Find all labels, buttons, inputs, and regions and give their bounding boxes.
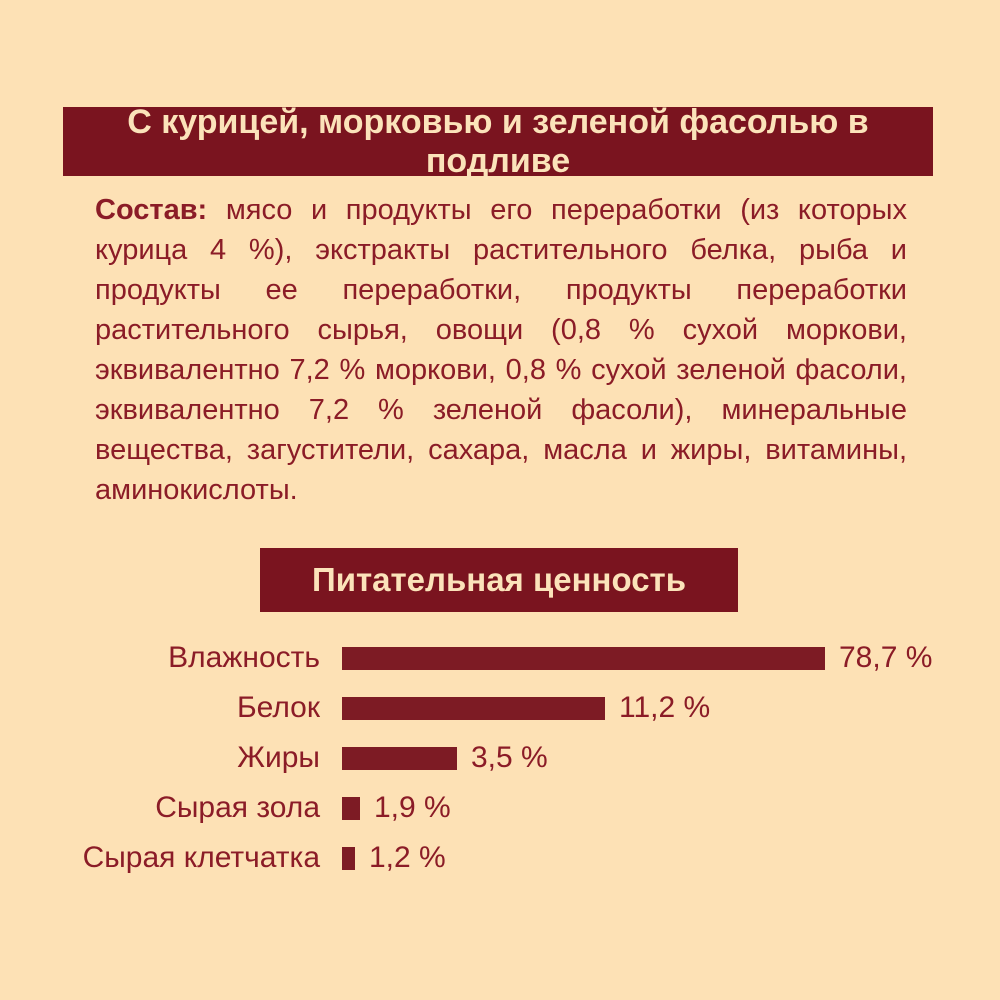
bar <box>342 796 360 820</box>
flavor-banner-title: С курицей, морковью и зеленой фасолью в … <box>127 102 869 180</box>
nutrition-banner: Питательная ценность <box>260 548 738 612</box>
composition-label: Состав: <box>95 194 208 226</box>
bar-label: Белок <box>236 691 320 724</box>
bar-value: 3,5 % <box>471 741 548 774</box>
bar-label: Жиры <box>237 741 320 774</box>
composition-paragraph: Состав: мясо и продукты его переработки … <box>95 190 907 510</box>
bar <box>342 746 457 770</box>
bar-value: 78,7 % <box>839 641 933 674</box>
bar-value: 1,9 % <box>374 791 451 824</box>
flavor-banner: С курицей, морковью и зеленой фасолью в … <box>63 103 933 180</box>
bar <box>342 846 355 870</box>
chart-row: Сырая зола 1,9 % <box>0 783 1000 833</box>
bar-label: Сырая зола <box>155 791 320 824</box>
nutrition-chart: Влажность 78,7 % Белок 11,2 % Жиры 3,5 % Сырая… <box>0 633 1000 883</box>
chart-row: Белок 11,2 % <box>0 683 1000 733</box>
nutrition-banner-title: Питательная ценность <box>311 561 687 598</box>
bar-value: 1,2 % <box>369 841 446 874</box>
chart-row: Жиры 3,5 % <box>0 733 1000 783</box>
bar <box>342 696 605 720</box>
bar <box>342 646 825 670</box>
chart-row: Сырая клетчатка 1,2 % <box>0 833 1000 883</box>
chart-row: Влажность 78,7 % <box>0 633 1000 683</box>
bar-label: Сырая клетчатка <box>82 841 320 874</box>
composition-text: мясо и продукты его переработки (из кото… <box>95 194 907 506</box>
bar-value: 11,2 % <box>619 691 711 724</box>
bar-label: Влажность <box>168 641 320 674</box>
